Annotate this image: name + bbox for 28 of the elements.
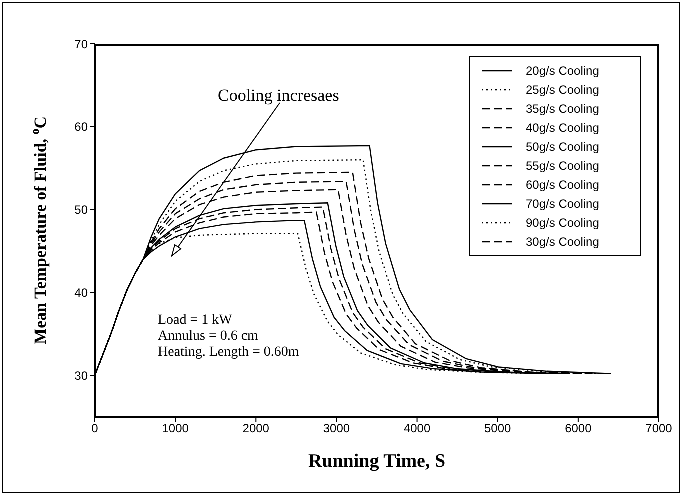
x-tick-label: 7000 <box>646 422 673 436</box>
y-tick-label: 40 <box>74 286 88 300</box>
x-tick-label: 1000 <box>162 422 190 436</box>
y-tick-label: 60 <box>74 120 88 134</box>
legend-label: 70g/s Cooling <box>526 196 600 210</box>
legend-label: 35g/s Cooling <box>526 102 600 116</box>
legend-label: 90g/s Cooling <box>526 216 600 230</box>
annotation: Heating. Length = 0.60m <box>158 345 300 361</box>
x-tick-label: 0 <box>92 422 99 436</box>
legend-label: 25g/s Cooling <box>526 82 600 96</box>
legend-label: 55g/s Cooling <box>526 158 600 172</box>
legend-label: 40g/s Cooling <box>526 120 600 134</box>
y-tick-label: 70 <box>74 37 88 52</box>
x-tick-label: 6000 <box>565 422 592 436</box>
annotation: Annulus = 0.6 cm <box>158 329 260 345</box>
y-tick-label: 30 <box>74 368 88 383</box>
x-tick-label: 5000 <box>484 422 512 436</box>
legend-label: 20g/s Cooling <box>526 64 600 78</box>
x-axis-title: Running Time, S <box>308 451 446 472</box>
legend-label: 60g/s Cooling <box>526 178 600 192</box>
x-tick-label: 2000 <box>242 422 270 436</box>
annotation: Load = 1 kW <box>158 313 234 329</box>
x-tick-label: 3000 <box>323 422 350 436</box>
legend-label: 30g/s Cooling <box>526 234 600 248</box>
y-tick-label: 50 <box>74 203 88 218</box>
x-tick-label: 4000 <box>404 422 431 436</box>
annotation: Cooling incresaes <box>218 86 340 106</box>
legend-label: 50g/s Cooling <box>526 140 600 154</box>
